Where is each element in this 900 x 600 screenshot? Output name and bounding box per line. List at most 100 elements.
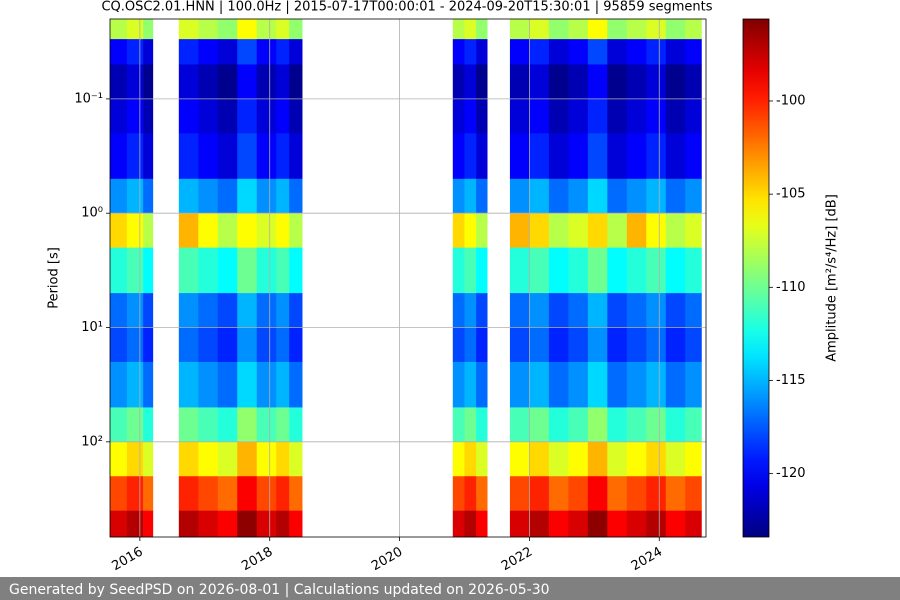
heat-cell: [256, 441, 277, 477]
heat-cell: [568, 98, 589, 134]
heat-cell: [143, 361, 154, 408]
heat-cell: [646, 327, 667, 363]
colorbar-tick-label: -115: [776, 373, 806, 388]
heat-cell: [646, 133, 667, 180]
heat-cell: [126, 98, 144, 134]
heat-cell: [143, 476, 154, 511]
heat-cell: [110, 213, 128, 248]
heat-cell: [509, 510, 530, 538]
heat-cell: [607, 510, 628, 538]
heat-cell: [568, 510, 589, 538]
heat-cell: [452, 133, 465, 180]
heat-cell: [607, 407, 628, 443]
heat-cell: [217, 361, 238, 408]
heat-cell: [198, 39, 219, 65]
heat-cell: [548, 293, 569, 328]
heat-cell: [289, 39, 303, 65]
heat-cell: [626, 19, 647, 40]
heat-cell: [685, 133, 702, 180]
heat-cell: [110, 327, 128, 363]
heat-cell: [529, 510, 550, 538]
heat-cell: [476, 213, 488, 248]
heat-cell: [587, 39, 608, 65]
heat-cell: [178, 441, 199, 477]
heat-cell: [178, 510, 199, 538]
heat-cell: [685, 510, 702, 538]
heat-cell: [548, 98, 569, 134]
heat-cell: [626, 441, 647, 477]
heat-cell: [452, 39, 465, 65]
heat-cell: [607, 213, 628, 248]
heat-cell: [256, 247, 277, 294]
heat-cell: [198, 441, 219, 477]
heat-cell: [587, 510, 608, 538]
heat-cell: [237, 476, 258, 511]
heat-cell: [198, 247, 219, 294]
heat-cell: [476, 19, 488, 40]
heat-cell: [256, 327, 277, 363]
heat-cell: [568, 476, 589, 511]
heat-cell: [143, 441, 154, 477]
heat-cell: [509, 327, 530, 363]
heat-cell: [665, 178, 686, 214]
colorbar-label: Amplitude [m²/s⁴/Hz] [dB]: [825, 194, 840, 362]
heat-cell: [646, 39, 667, 65]
heat-cell: [276, 98, 290, 134]
heat-cell: [685, 293, 702, 328]
heat-cell: [626, 98, 647, 134]
heat-cell: [256, 361, 277, 408]
heat-cell: [110, 39, 128, 65]
heat-cell: [289, 98, 303, 134]
heat-cell: [509, 361, 530, 408]
heat-cell: [143, 213, 154, 248]
heat-cell: [568, 213, 589, 248]
heat-cell: [237, 213, 258, 248]
heat-cell: [529, 293, 550, 328]
heat-cell: [110, 407, 128, 443]
heat-cell: [529, 19, 550, 40]
heat-cell: [452, 407, 465, 443]
heat-cell: [126, 64, 144, 100]
heat-cell: [509, 213, 530, 248]
heat-cell: [568, 39, 589, 65]
heat-cell: [452, 64, 465, 100]
heat-cell: [509, 293, 530, 328]
heat-cell: [626, 327, 647, 363]
heat-cell: [626, 361, 647, 408]
heat-cell: [665, 39, 686, 65]
heat-cell: [256, 293, 277, 328]
heat-cell: [568, 64, 589, 100]
heat-cell: [217, 407, 238, 443]
heat-cell: [476, 510, 488, 538]
heat-cell: [217, 293, 238, 328]
heat-cell: [587, 361, 608, 408]
heat-cell: [476, 476, 488, 511]
heat-cell: [476, 441, 488, 477]
heat-cell: [289, 441, 303, 477]
heat-cell: [509, 476, 530, 511]
heat-cell: [237, 39, 258, 65]
heat-cell: [626, 293, 647, 328]
heat-cell: [237, 510, 258, 538]
heat-cell: [178, 407, 199, 443]
heat-cell: [685, 407, 702, 443]
heat-cell: [548, 64, 569, 100]
heat-cell: [529, 476, 550, 511]
heat-cell: [646, 361, 667, 408]
x-tick-label: 2024: [629, 545, 665, 575]
x-tick-label: 2016: [109, 545, 145, 575]
heat-cell: [126, 510, 144, 538]
heat-cell: [110, 178, 128, 214]
heat-cell: [276, 39, 290, 65]
heat-cell: [665, 293, 686, 328]
heat-cell: [587, 476, 608, 511]
heat-cell: [217, 247, 238, 294]
heat-cell: [476, 407, 488, 443]
heat-cell: [509, 98, 530, 134]
heat-cell: [464, 247, 477, 294]
heat-cell: [178, 178, 199, 214]
heat-cell: [568, 327, 589, 363]
heat-cell: [685, 327, 702, 363]
colorbar-tick-label: -110: [776, 280, 806, 295]
